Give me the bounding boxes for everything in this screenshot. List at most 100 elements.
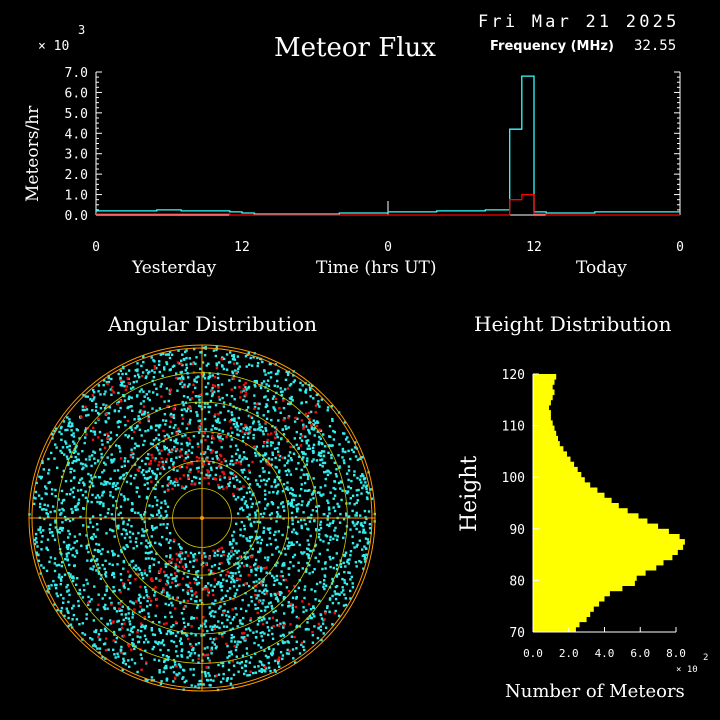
- angular-point: [277, 450, 280, 453]
- angular-point: [66, 583, 69, 587]
- angular-point: [109, 431, 113, 434]
- angular-point: [210, 468, 213, 472]
- angular-point: [284, 578, 288, 582]
- angular-point: [302, 511, 305, 514]
- angular-point: [281, 428, 285, 431]
- angular-point: [276, 385, 279, 388]
- angular-point: [364, 537, 368, 540]
- angular-point: [282, 483, 286, 486]
- angular-point: [213, 585, 216, 588]
- angular-point: [153, 558, 156, 561]
- angular-point: [246, 516, 249, 519]
- angular-point: [127, 607, 130, 611]
- angular-point: [233, 417, 236, 420]
- angular-point: [258, 423, 261, 426]
- angular-point: [234, 475, 238, 478]
- height-bar: [533, 570, 646, 576]
- angular-point: [105, 585, 108, 588]
- angular-point: [300, 643, 303, 647]
- angular-point: [148, 390, 151, 393]
- angular-point: [47, 468, 51, 472]
- angular-point: [256, 594, 259, 597]
- angular-point: [214, 637, 218, 640]
- angular-point: [311, 460, 314, 463]
- angular-point: [163, 366, 166, 369]
- angular-point: [110, 603, 113, 606]
- height-x-multiplier: × 10: [676, 665, 698, 675]
- angular-point: [122, 367, 125, 370]
- angular-point: [84, 458, 88, 461]
- angular-point: [234, 549, 237, 553]
- angular-point: [58, 573, 61, 576]
- angular-point: [363, 477, 367, 480]
- angular-point: [303, 596, 306, 600]
- angular-point: [156, 642, 160, 646]
- angular-point: [221, 621, 224, 625]
- angular-point: [164, 419, 168, 422]
- angular-point: [113, 458, 116, 461]
- angular-point: [259, 460, 263, 463]
- angular-point: [207, 482, 210, 485]
- angular-point: [229, 445, 232, 448]
- angular-point: [246, 353, 249, 356]
- angular-point: [192, 668, 195, 671]
- angular-point: [244, 424, 247, 427]
- angular-point: [319, 454, 322, 458]
- angular-point: [48, 480, 52, 484]
- angular-point: [130, 658, 134, 661]
- angular-point: [281, 603, 284, 607]
- angular-point: [319, 520, 323, 524]
- angular-point: [105, 629, 108, 632]
- angular-point: [188, 442, 191, 445]
- angular-point: [284, 553, 287, 556]
- angular-point: [209, 572, 213, 575]
- angular-point: [291, 492, 294, 496]
- angular-point: [90, 598, 93, 601]
- angular-point: [326, 473, 330, 477]
- angular-point: [158, 511, 161, 514]
- angular-point: [136, 630, 139, 634]
- angular-point: [56, 530, 59, 534]
- angular-point: [118, 447, 121, 450]
- angular-point: [91, 537, 94, 541]
- angular-point: [262, 433, 265, 436]
- angular-point: [229, 596, 232, 600]
- angular-point: [302, 610, 305, 614]
- height-bar: [533, 399, 551, 406]
- angular-point: [232, 553, 235, 556]
- angular-point: [257, 550, 260, 554]
- angular-point: [84, 395, 87, 398]
- angular-point: [217, 663, 220, 667]
- angular-point: [264, 452, 267, 455]
- angular-point: [287, 601, 290, 604]
- angular-point: [140, 410, 144, 413]
- angular-point: [233, 358, 237, 361]
- angular-point: [108, 482, 111, 485]
- angular-point: [320, 398, 324, 401]
- angular-point: [79, 488, 83, 492]
- angular-point: [264, 584, 268, 587]
- angular-point: [113, 553, 116, 556]
- angular-point: [158, 570, 161, 573]
- angular-point: [226, 656, 229, 659]
- angular-point: [60, 575, 63, 579]
- angular-point: [193, 592, 196, 595]
- angular-point: [166, 353, 170, 356]
- angular-point: [272, 491, 275, 494]
- angular-point: [119, 505, 123, 508]
- angular-point: [178, 672, 181, 675]
- angular-point: [351, 586, 355, 589]
- angular-point: [89, 398, 92, 401]
- height-bar: [533, 441, 560, 447]
- angular-point: [210, 441, 214, 444]
- angular-point: [181, 375, 184, 378]
- angular-point: [187, 376, 190, 379]
- angular-point: [154, 424, 158, 427]
- angular-point: [266, 379, 270, 382]
- angular-point: [127, 612, 130, 615]
- angular-point: [155, 604, 159, 607]
- height-y-label: Height: [457, 456, 482, 532]
- angular-point: [290, 487, 293, 490]
- angular-point: [266, 438, 269, 442]
- angular-point: [120, 651, 123, 655]
